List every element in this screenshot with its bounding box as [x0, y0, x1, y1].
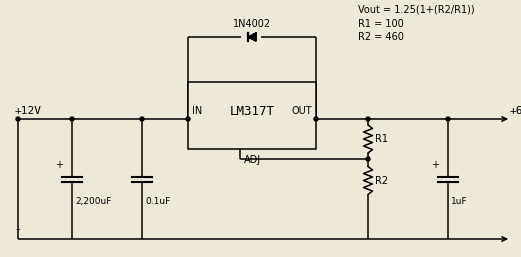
- Circle shape: [314, 117, 318, 121]
- Text: ADJ: ADJ: [244, 155, 261, 165]
- Text: +: +: [55, 160, 63, 170]
- Text: LM317T: LM317T: [229, 105, 275, 118]
- Circle shape: [70, 117, 74, 121]
- Text: Vout = 1.25(1+(R2/R1)): Vout = 1.25(1+(R2/R1)): [358, 5, 475, 15]
- Polygon shape: [248, 33, 256, 41]
- Text: R1: R1: [375, 134, 388, 144]
- Circle shape: [186, 117, 190, 121]
- Text: OUT: OUT: [291, 106, 312, 116]
- Text: +12V: +12V: [15, 106, 42, 116]
- Bar: [188, 82, 316, 149]
- Circle shape: [446, 117, 450, 121]
- Text: R1 = 100: R1 = 100: [358, 19, 404, 29]
- Text: 0.1uF: 0.1uF: [145, 197, 170, 206]
- Text: +6.88V: +6.88V: [510, 106, 521, 116]
- Text: 1N4002: 1N4002: [233, 19, 271, 29]
- Text: IN: IN: [192, 106, 202, 116]
- Circle shape: [140, 117, 144, 121]
- Text: -: -: [15, 223, 19, 236]
- Text: R2: R2: [375, 176, 388, 186]
- Text: 2,200uF: 2,200uF: [75, 197, 111, 206]
- Text: 1uF: 1uF: [451, 197, 468, 206]
- Text: +: +: [431, 160, 439, 170]
- Circle shape: [16, 117, 20, 121]
- Text: R2 = 460: R2 = 460: [358, 32, 404, 42]
- Circle shape: [366, 117, 370, 121]
- Circle shape: [366, 157, 370, 161]
